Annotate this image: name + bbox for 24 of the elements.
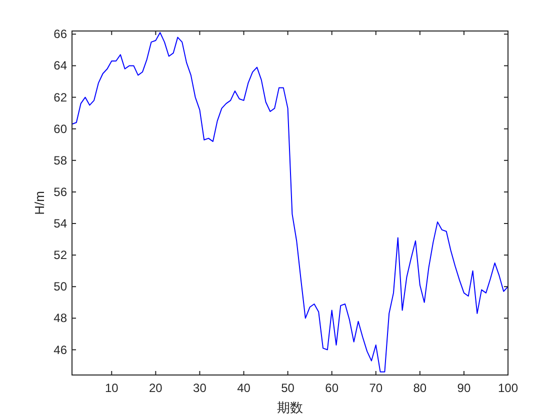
y-tick-label: 56 (54, 184, 68, 199)
y-tick-label: 62 (54, 90, 68, 104)
x-tick-label: 70 (369, 381, 383, 395)
x-tick-label: 30 (193, 381, 207, 395)
y-tick-label: 60 (54, 122, 68, 136)
x-tick-label: 100 (498, 381, 518, 395)
y-tick-label: 64 (54, 58, 68, 73)
y-tick-label: 66 (54, 27, 68, 42)
y-tick-label: 54 (54, 216, 68, 231)
x-tick-label: 90 (457, 381, 471, 395)
x-tick-label: 50 (281, 381, 295, 395)
y-tick-label: 58 (54, 153, 68, 168)
x-tick-label: 80 (413, 381, 427, 395)
y-axis-title: H/m (32, 191, 47, 215)
y-tick-label: 52 (54, 248, 68, 262)
x-tick-label: 60 (325, 381, 339, 395)
x-tick-label: 20 (148, 381, 163, 395)
y-tick-label: 46 (54, 342, 68, 357)
x-tick-label: 40 (237, 381, 251, 395)
y-tick-label: 50 (54, 280, 68, 294)
x-axis-title: 期数 (277, 400, 303, 415)
line-series (72, 32, 508, 372)
y-tick-label: 48 (54, 311, 68, 326)
x-tick-label: 10 (104, 381, 119, 395)
